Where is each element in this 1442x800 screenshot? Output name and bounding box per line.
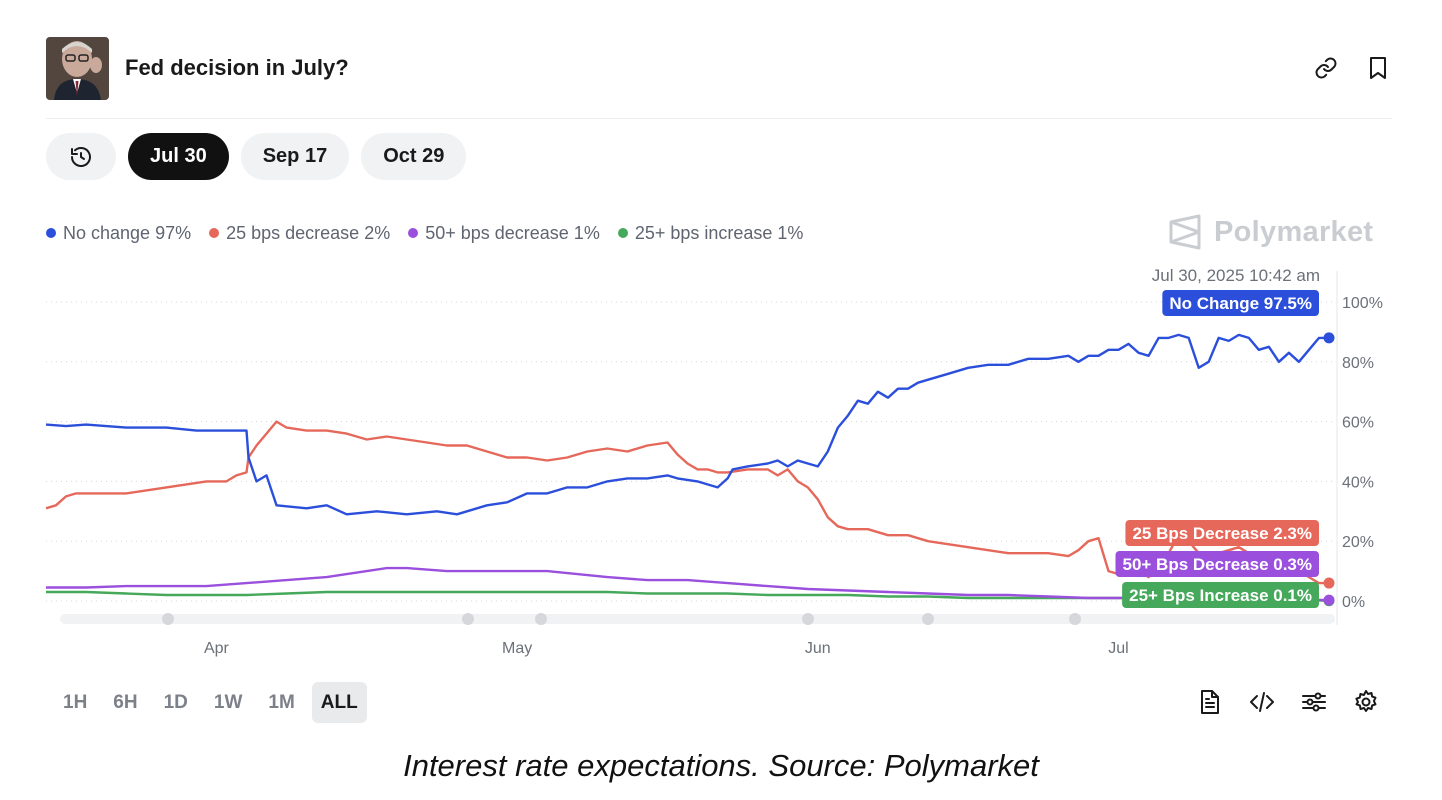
chart-grid — [46, 271, 1338, 625]
legend-item-no-change[interactable]: No change 97% — [46, 223, 191, 244]
legend-label: 25+ bps increase 1% — [634, 222, 804, 243]
person-portrait-icon — [46, 36, 109, 100]
link-icon[interactable] — [1312, 54, 1340, 82]
gear-icon[interactable] — [1352, 688, 1380, 716]
scroll-marker — [162, 613, 174, 625]
chart-axes: 0% 20% 40% 60% 80% 100% Jul 30, 2025 10:42 am A… — [204, 266, 1383, 657]
y-tick-label: 80% — [1342, 355, 1374, 372]
chart-scroll-track[interactable] — [60, 613, 1335, 625]
bookmark-icon[interactable] — [1364, 54, 1392, 82]
series-line — [46, 566, 1330, 602]
end-label-badge — [1162, 290, 1319, 316]
date-tab-jul-30[interactable]: Jul 30 — [128, 133, 229, 180]
polymarket-logo-icon — [1169, 214, 1201, 250]
end-label-text: No Change 97.5% — [1169, 294, 1312, 313]
end-label-text: 25 Bps Decrease 2.3% — [1132, 524, 1312, 543]
series-end-label: 50+ Bps Decrease 0.3% — [1115, 551, 1319, 577]
series-end-point — [1323, 332, 1335, 344]
legend-label: 50+ bps decrease 1% — [425, 222, 600, 243]
time-range-tabs: 1H 6H 1D 1W 1M ALL — [54, 682, 367, 723]
series-end-label: No Change 97.5% — [1162, 290, 1319, 316]
range-tab-1d[interactable]: 1D — [163, 691, 188, 713]
range-tab-1w[interactable]: 1W — [213, 691, 243, 713]
legend-dot — [617, 228, 628, 238]
timestamp-label: Jul 30, 2025 10:42 am — [1152, 266, 1320, 285]
series-end-point — [1323, 594, 1335, 606]
x-tick-label: Jul — [1108, 640, 1128, 657]
range-tab-all[interactable]: ALL — [311, 682, 367, 723]
range-tab-6h[interactable]: 6H — [113, 691, 138, 713]
legend-item-50-bps-decrease[interactable]: 50+ bps decrease 1% — [408, 223, 600, 244]
scroll-marker — [1069, 613, 1081, 625]
history-icon — [71, 146, 91, 167]
x-tick-label: May — [502, 640, 532, 657]
polymarket-watermark: Polymarket — [1168, 212, 1373, 252]
series-end-label: 25 Bps Decrease 2.3% — [1125, 520, 1319, 546]
x-tick-label: Jun — [805, 640, 831, 657]
market-header: Fed decision in July? — [46, 36, 1392, 100]
series-line — [45, 333, 1329, 516]
end-label-badge — [1125, 520, 1319, 546]
legend-dot — [209, 228, 220, 238]
end-label-text: 25+ Bps Increase 0.1% — [1129, 586, 1312, 605]
legend-label: 25 bps decrease 2% — [226, 222, 391, 243]
series-end-point — [1323, 577, 1335, 589]
legend-label: No change 97% — [63, 222, 192, 243]
document-icon[interactable] — [1196, 688, 1224, 716]
scroll-marker — [462, 613, 474, 625]
end-label-badge — [1115, 551, 1319, 577]
series-end-label: 25+ Bps Increase 0.1% — [1122, 582, 1319, 608]
chart-legend: No change 97% 25 bps decrease 2% 50+ bps… — [46, 222, 821, 244]
legend-item-25-bps-decrease[interactable]: 25 bps decrease 2% — [209, 223, 390, 244]
sliders-icon[interactable] — [1300, 688, 1328, 716]
y-tick-label: 40% — [1342, 474, 1374, 491]
y-tick-label: 100% — [1342, 295, 1383, 312]
market-title: Fed decision in July? — [125, 55, 349, 80]
probability-chart[interactable]: 0% 20% 40% 60% 80% 100% Jul 30, 2025 10:42 am A… — [0, 255, 1442, 665]
date-tab-oct-29[interactable]: Oct 29 — [361, 133, 467, 180]
range-tab-1m[interactable]: 1M — [268, 691, 295, 713]
chart-end-labels: No Change 97.5% 25 Bps Decrease 2.3% 50+ B… — [1115, 290, 1319, 608]
chart-toolbar — [1196, 688, 1380, 716]
range-tab-1h[interactable]: 1H — [63, 691, 88, 713]
market-avatar — [46, 36, 109, 100]
legend-item-25-bps-increase[interactable]: 25+ bps increase 1% — [617, 222, 804, 244]
scroll-marker — [535, 613, 547, 625]
end-label-badge — [1122, 582, 1319, 608]
y-tick-label: 20% — [1342, 534, 1374, 551]
date-tabs: Jul 30 Sep 17 Oct 29 — [46, 133, 467, 180]
x-tick-label: Apr — [204, 640, 230, 657]
y-tick-label: 60% — [1342, 415, 1374, 432]
figure-caption: Interest rate expectations. Source: Poly… — [403, 748, 1039, 783]
scroll-marker — [922, 613, 934, 625]
date-tab-sep-17[interactable]: Sep 17 — [240, 133, 350, 180]
end-label-text: 50+ Bps Decrease 0.3% — [1123, 555, 1313, 574]
header-divider — [46, 118, 1392, 119]
history-button[interactable] — [46, 133, 116, 180]
legend-dot — [408, 228, 419, 238]
scroll-marker — [802, 613, 814, 625]
code-icon[interactable] — [1248, 688, 1276, 716]
watermark-text: Polymarket — [1214, 215, 1374, 248]
legend-dot — [46, 228, 56, 238]
y-tick-label: 0% — [1342, 594, 1365, 611]
scroll-track — [60, 614, 1335, 624]
